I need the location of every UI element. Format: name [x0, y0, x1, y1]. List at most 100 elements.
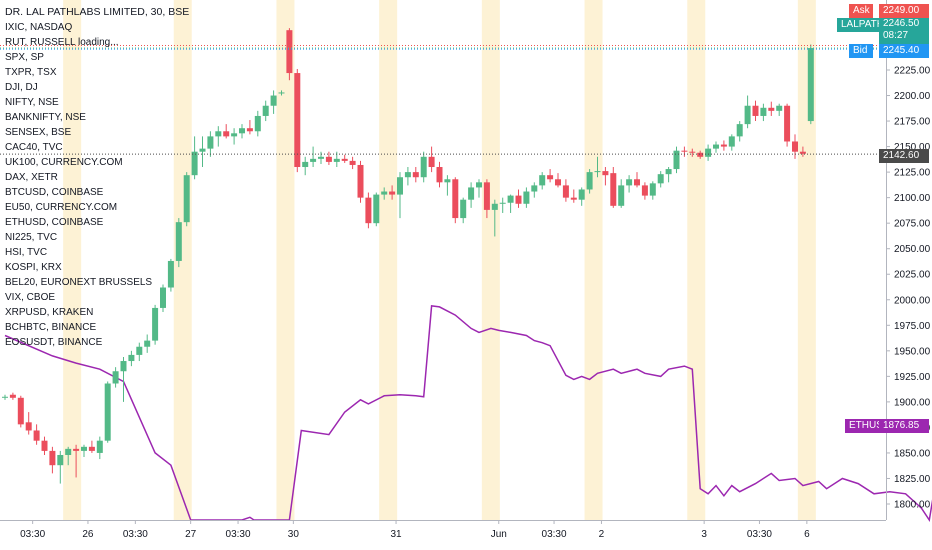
legend-item[interactable]: DAX, XETR — [5, 172, 58, 183]
candle-body — [286, 30, 293, 74]
candle-body — [412, 172, 419, 178]
legend-item[interactable]: BEL20, EURONEXT BRUSSELS — [5, 277, 153, 288]
session-band — [276, 0, 295, 520]
candle-body — [689, 151, 696, 153]
time-tick-label: 30 — [288, 529, 300, 540]
candle-body — [120, 361, 127, 372]
candle-body — [507, 195, 514, 203]
price-tick-label: 2000.00 — [894, 295, 931, 306]
candle-body — [752, 105, 759, 116]
bid-price-tag: 2245.40 — [879, 44, 929, 58]
ask-label-tag: Ask — [849, 4, 873, 18]
legend-item[interactable]: HSI, TVC — [5, 247, 48, 258]
session-band — [63, 0, 82, 520]
legend-item[interactable]: SENSEX, BSE — [5, 127, 72, 138]
candle-body — [302, 161, 309, 168]
session-bands — [63, 0, 816, 520]
session-band — [379, 0, 398, 520]
price-tick-label: 2100.00 — [894, 193, 931, 204]
candle-body — [657, 174, 664, 184]
candle-body — [9, 394, 16, 398]
candle-body — [768, 107, 775, 111]
candle-countdown: 08:27 — [883, 30, 909, 41]
time-tick-label: 6 — [804, 529, 810, 540]
candle-body — [428, 156, 435, 168]
candlestick-series — [2, 28, 814, 484]
candle-body — [325, 156, 332, 162]
candle-body — [278, 92, 285, 94]
candle-body — [736, 124, 743, 137]
candle-body — [318, 156, 324, 159]
last-price-value: 2246.50 — [883, 18, 920, 29]
candle-body — [792, 141, 798, 152]
candle-body — [452, 179, 459, 219]
candle-body — [104, 383, 111, 441]
candle-body — [641, 185, 648, 196]
legend-item[interactable]: EOSUSDT, BINANCE — [5, 337, 103, 348]
price-tick-label: 2150.00 — [894, 142, 931, 153]
price-tick-label: 1950.00 — [894, 346, 931, 357]
price-lines — [0, 44, 886, 155]
candle-body — [88, 446, 95, 451]
candle-body — [634, 179, 640, 186]
price-tick-label: 2175.00 — [894, 117, 931, 128]
candle-body — [720, 144, 727, 147]
legend-item[interactable]: BCHBTC, BINANCE — [5, 322, 97, 333]
candle-body — [697, 152, 704, 157]
candle-body — [373, 194, 380, 224]
legend-item[interactable]: NIFTY, NSE — [5, 97, 59, 108]
candle-body — [744, 105, 751, 125]
candle-body — [681, 150, 688, 152]
candle-body — [397, 177, 403, 195]
time-tick-label: 03:30 — [226, 529, 251, 540]
symbol-legend: DR. LAL PATHLABS LIMITED, 30, BSE IXIC, … — [5, 5, 189, 350]
legend-item[interactable]: VIX, CBOE — [5, 292, 56, 303]
legend-item[interactable]: TXPR, TSX — [5, 67, 57, 78]
legend-item[interactable]: BANKNIFTY, NSE — [5, 112, 86, 123]
legend-item[interactable]: NI225, TVC — [5, 232, 58, 243]
legend-item[interactable]: DJI, DJ — [5, 82, 38, 93]
candle-body — [610, 173, 617, 206]
candle-body — [594, 171, 601, 173]
candle-body — [673, 150, 680, 170]
time-tick-label: 03:30 — [20, 529, 45, 540]
candle-body — [41, 440, 48, 451]
legend-item[interactable]: CAC40, TVC — [5, 142, 63, 153]
legend-item[interactable]: KOSPI, KRX — [5, 262, 62, 273]
candle-body — [96, 440, 103, 453]
price-tick-label: 1925.00 — [894, 372, 931, 383]
candle-body — [231, 133, 238, 137]
legend-item[interactable]: SPX, SP — [5, 52, 44, 63]
candle-body — [175, 222, 182, 261]
price-tick-label: 2225.00 — [894, 66, 931, 77]
candle-body — [602, 171, 609, 176]
legend-item[interactable]: ETHUSD, COINBASE — [5, 217, 104, 228]
candle-body — [476, 182, 482, 188]
price-tick-label: 1900.00 — [894, 397, 931, 408]
candle-body — [49, 450, 56, 466]
candle-body — [586, 172, 593, 190]
legend-item[interactable]: RUT, RUSSELL loading... — [5, 37, 119, 48]
candle-body — [65, 448, 72, 455]
time-axis[interactable]: 03:30 26 03:30 27 03:30 30 31 Jun 03:30 2 3 03:30 6 — [0, 520, 886, 540]
ethusd-name-tag: ETHUSD — [845, 419, 890, 433]
candle-body — [555, 179, 561, 186]
price-tick-label: 1850.00 — [894, 448, 931, 459]
time-tick-label: 31 — [390, 529, 402, 540]
chart-title[interactable]: DR. LAL PATHLABS LIMITED, 30, BSE — [5, 6, 190, 18]
legend-item[interactable]: XRPUSD, KRAKEN — [5, 307, 94, 318]
legend-item[interactable]: EU50, CURRENCY.COM — [5, 202, 118, 213]
candle-body — [460, 199, 467, 219]
price-axis[interactable]: 2225.00 2200.00 2175.00 2150.00 2125.00 2100.… — [886, 0, 931, 520]
ethusd-price-tag: 1876.85 — [879, 419, 929, 433]
candle-body — [349, 160, 356, 165]
legend-item[interactable]: UK100, CURRENCY.COM — [5, 157, 123, 168]
legend-item[interactable]: IXIC, NASDAQ — [5, 22, 73, 33]
candle-body — [626, 179, 633, 186]
legend-item[interactable]: BTCUSD, COINBASE — [5, 187, 104, 198]
candle-body — [523, 191, 530, 204]
time-tick-label: Jun — [491, 529, 507, 540]
candle-body — [444, 179, 451, 183]
time-tick-label: 03:30 — [747, 529, 772, 540]
